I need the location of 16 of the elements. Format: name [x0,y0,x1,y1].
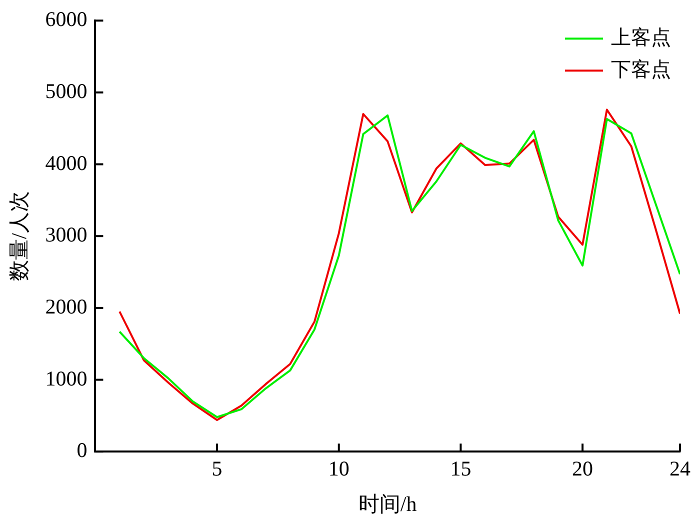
x-tick-label: 10 [328,456,350,481]
y-tick-label: 4000 [45,150,88,175]
y-tick-label: 3000 [45,222,88,247]
legend-label: 上客点 [611,26,671,49]
y-tick-label: 2000 [45,294,88,318]
x-axis-title: 时间/h [358,492,418,516]
y-tick-label: 1000 [45,366,88,390]
y-tick-label: 6000 [45,7,88,32]
x-tick-label: 5 [212,456,222,481]
legend-label: 下客点 [611,58,671,81]
y-tick-label: 0 [76,438,88,462]
y-tick-label: 5000 [45,78,88,103]
x-tick-label: 15 [450,456,472,481]
x-tick-label: 20 [572,456,594,481]
y-axis-title: 数量/人次 [7,191,32,282]
x-tick-label: 24 [670,456,691,481]
